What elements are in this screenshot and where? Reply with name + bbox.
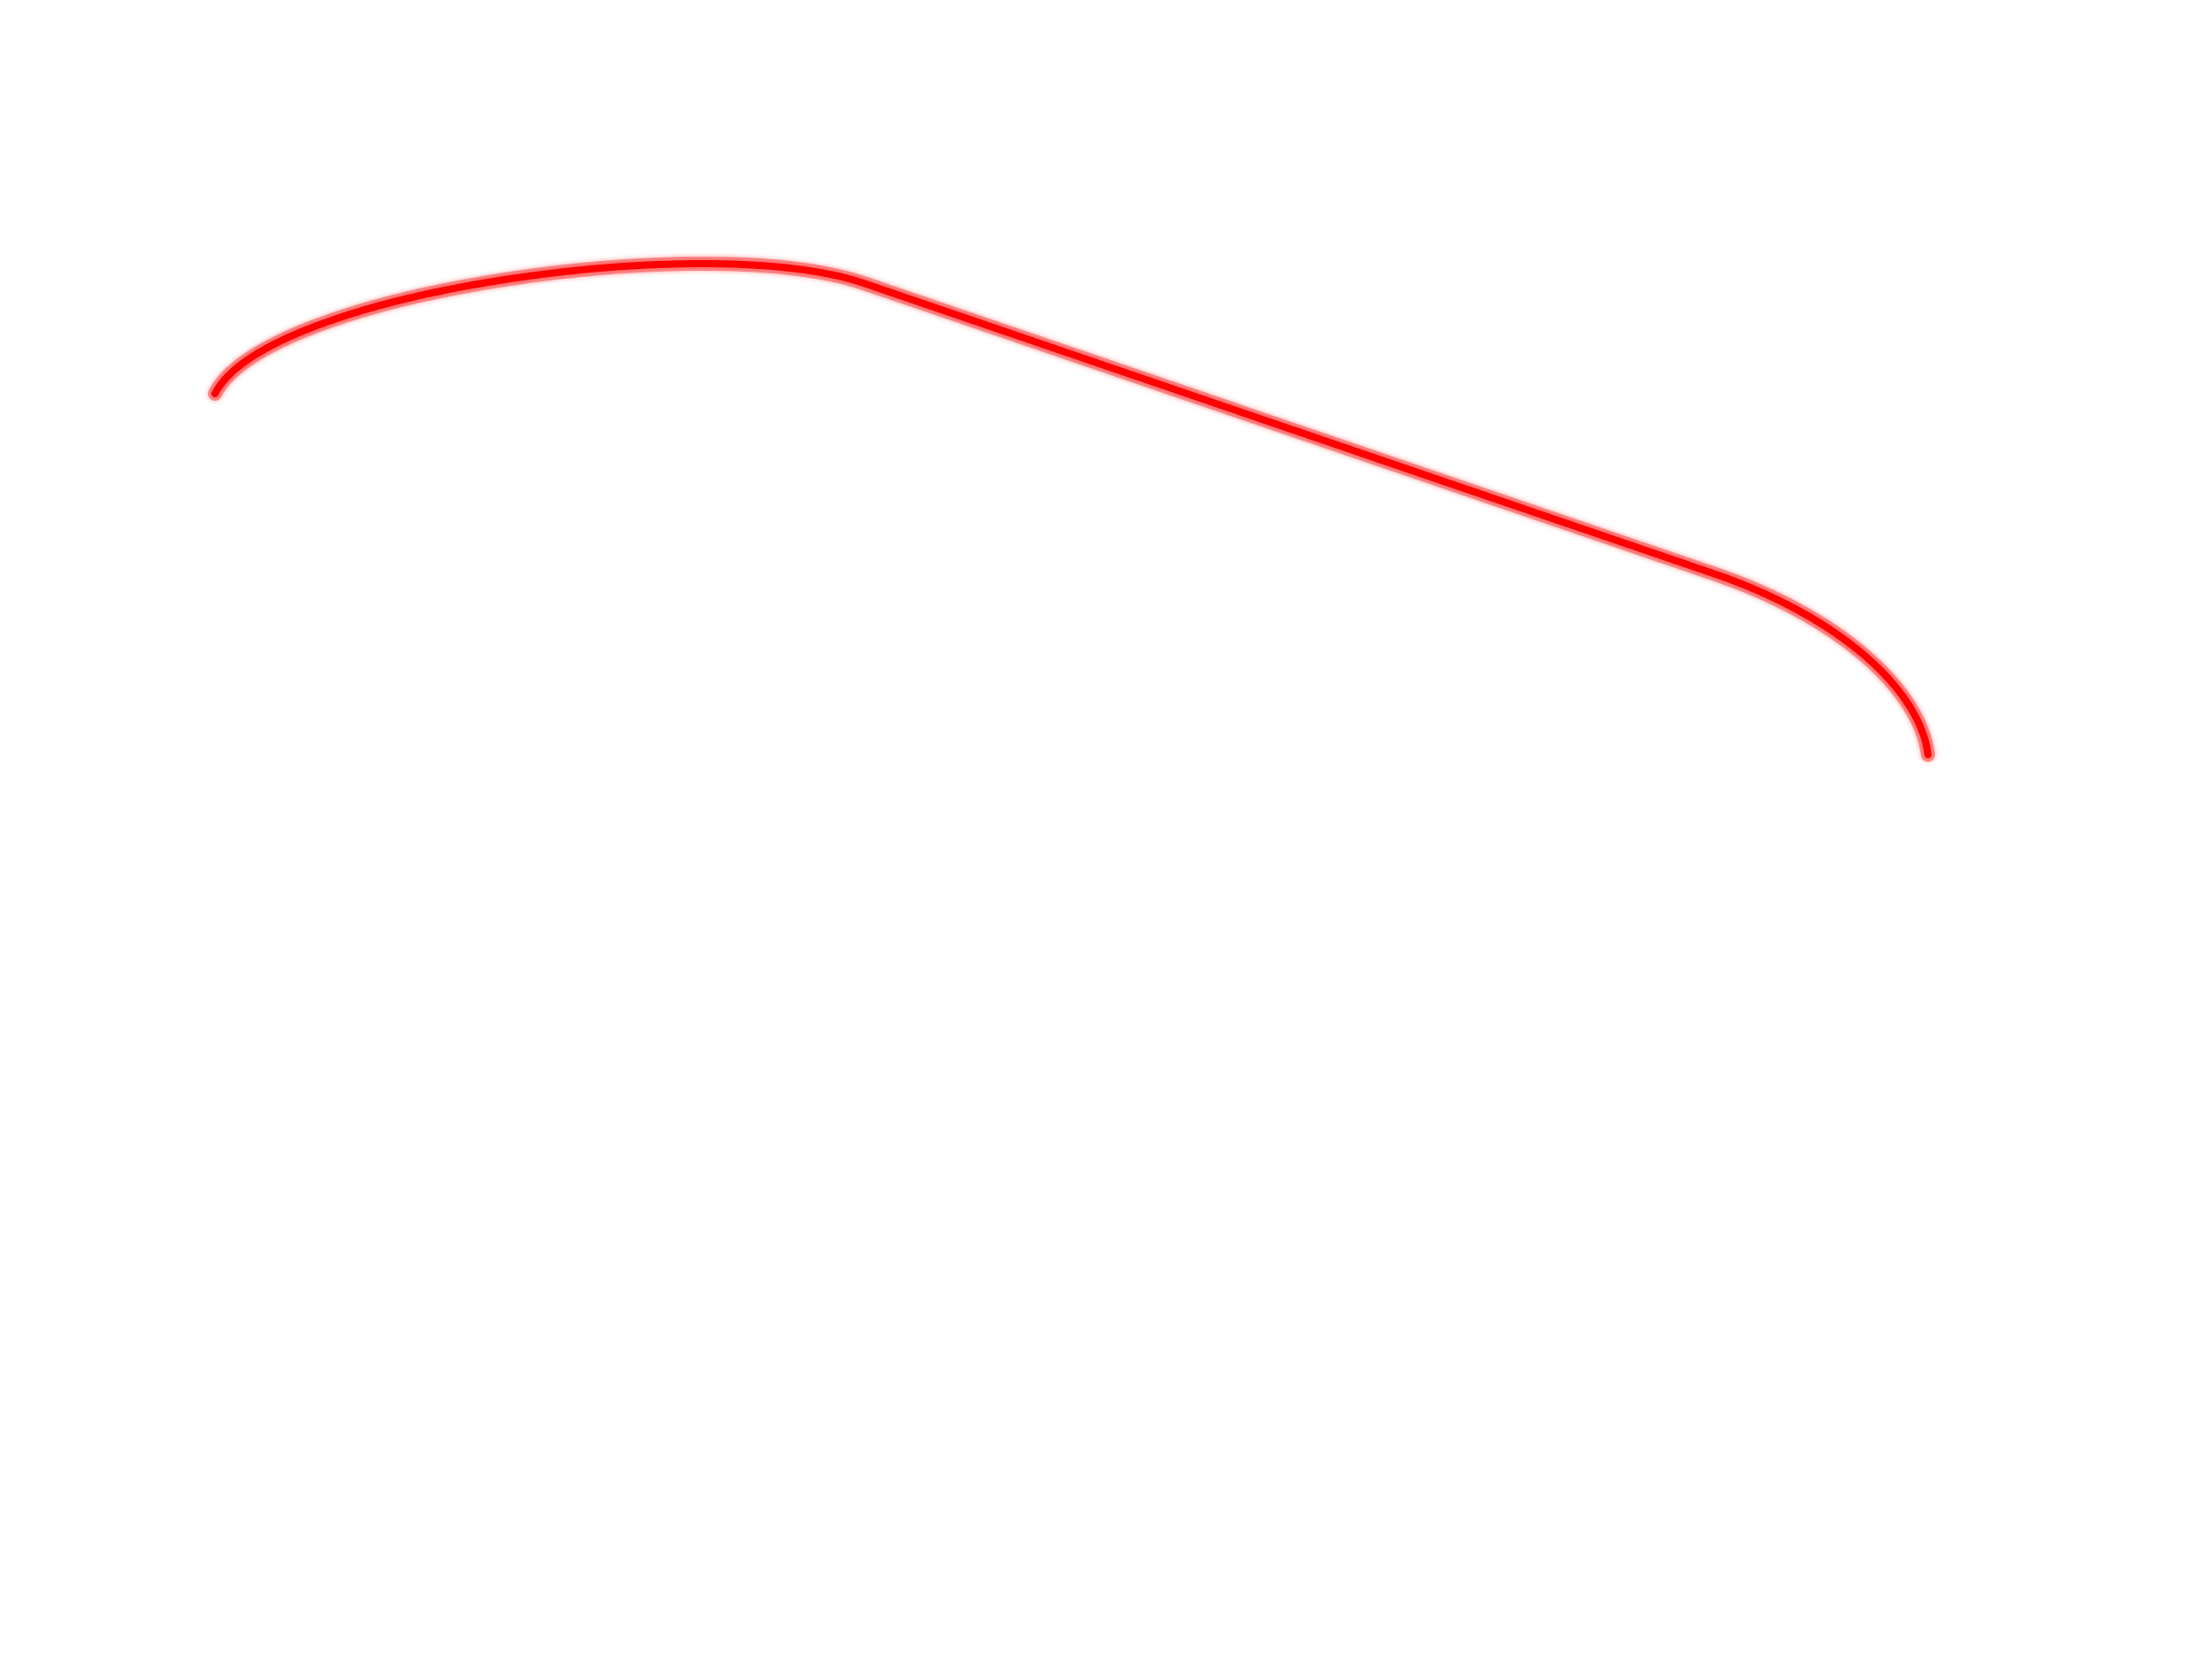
red-stroke (211, 260, 1932, 758)
